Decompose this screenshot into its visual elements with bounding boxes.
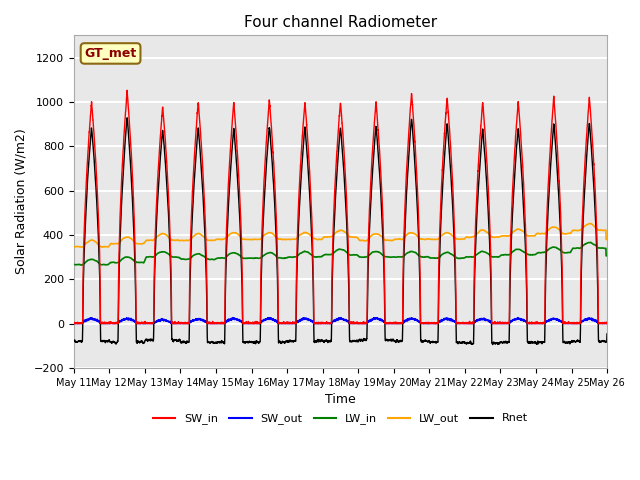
- Title: Four channel Radiometer: Four channel Radiometer: [244, 15, 437, 30]
- Y-axis label: Solar Radiation (W/m2): Solar Radiation (W/m2): [15, 129, 28, 275]
- Text: GT_met: GT_met: [84, 47, 137, 60]
- X-axis label: Time: Time: [325, 393, 356, 406]
- Legend: SW_in, SW_out, LW_in, LW_out, Rnet: SW_in, SW_out, LW_in, LW_out, Rnet: [149, 409, 532, 429]
